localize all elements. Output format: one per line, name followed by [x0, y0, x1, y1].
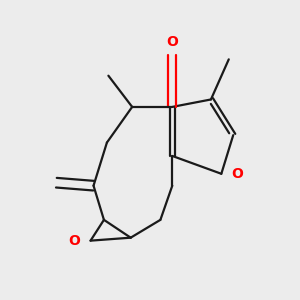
- Text: O: O: [68, 234, 80, 248]
- Text: O: O: [167, 35, 178, 49]
- Text: O: O: [232, 167, 244, 181]
